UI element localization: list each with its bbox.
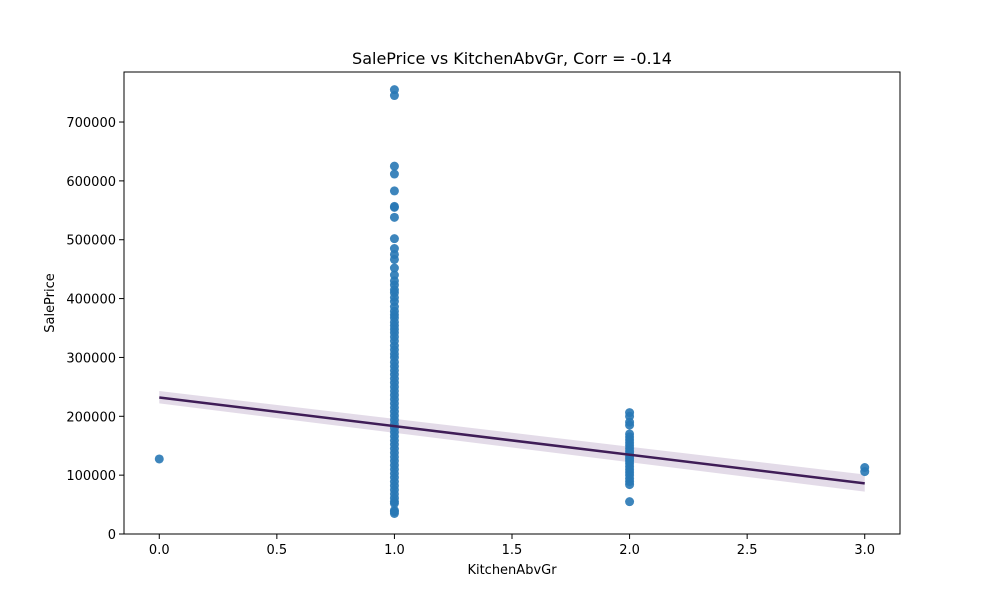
y-tick-label: 0 <box>108 528 116 543</box>
y-tick-label: 300000 <box>66 351 116 366</box>
data-point <box>389 186 399 196</box>
data-point <box>389 498 399 508</box>
y-tick-label: 400000 <box>66 293 116 308</box>
data-point <box>154 454 164 464</box>
y-tick-label: 600000 <box>66 175 116 190</box>
points-layer <box>154 85 870 518</box>
data-point <box>389 263 399 273</box>
x-tick-label: 3.0 <box>854 543 875 558</box>
data-point <box>389 202 399 212</box>
regression-layer <box>159 396 865 485</box>
y-tick-label: 100000 <box>66 469 116 484</box>
x-tick-label: 2.5 <box>737 543 758 558</box>
data-point <box>389 91 399 101</box>
data-point <box>625 420 635 430</box>
y-tick-label: 700000 <box>66 116 116 131</box>
data-point <box>860 467 870 477</box>
regression-line <box>159 396 865 485</box>
data-point <box>389 161 399 171</box>
data-point <box>625 497 635 507</box>
data-point <box>389 169 399 179</box>
y-tick-label: 200000 <box>66 410 116 425</box>
data-point <box>389 254 399 264</box>
y-axis-ticks: 0 100000 200000 300000 400000 500000 600000 700… <box>66 116 124 543</box>
x-axis-label: KitchenAbvGr <box>467 563 557 578</box>
data-point <box>625 480 635 490</box>
x-tick-label: 2.0 <box>619 543 640 558</box>
x-tick-label: 0.5 <box>267 543 288 558</box>
plot-frame <box>123 71 901 535</box>
data-point <box>389 212 399 222</box>
data-point <box>389 508 399 518</box>
x-tick-label: 1.5 <box>502 543 523 558</box>
data-point <box>389 234 399 244</box>
chart-title: SalePrice vs KitchenAbvGr, Corr = -0.14 <box>352 49 672 68</box>
y-tick-label: 500000 <box>66 234 116 249</box>
x-tick-label: 1.0 <box>384 543 405 558</box>
x-axis-ticks: 0.0 0.5 1.0 1.5 2.0 2.5 3.0 <box>149 534 875 558</box>
y-axis-label: SalePrice <box>43 273 58 333</box>
x-tick-label: 0.0 <box>149 543 170 558</box>
